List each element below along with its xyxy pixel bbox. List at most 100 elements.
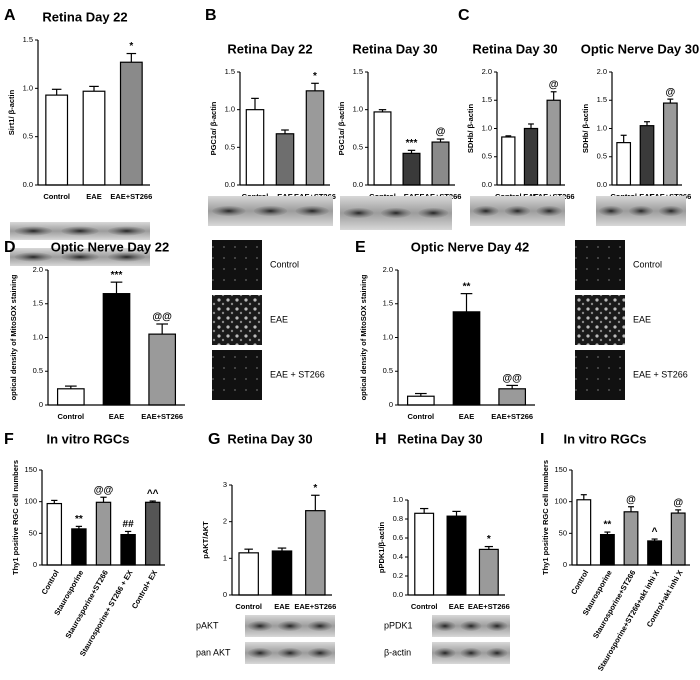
- y-axis-label: optical density of MitoSOX staining: [9, 274, 18, 400]
- y-tick-label: 0: [39, 400, 43, 409]
- blot-band: [278, 621, 302, 631]
- significance-label: **: [463, 281, 471, 292]
- x-tick-label: EAE: [109, 412, 124, 421]
- chart-title: In vitro RGCs: [563, 431, 646, 446]
- image-label: Control: [270, 259, 299, 269]
- y-tick-label: 0.0: [23, 180, 33, 189]
- y-tick-label: 0.5: [353, 142, 363, 151]
- significance-label: ***: [111, 270, 123, 281]
- y-tick-label: 1.0: [482, 123, 492, 132]
- bar: [120, 533, 136, 566]
- blot-band: [248, 648, 272, 658]
- blot-band: [14, 252, 53, 262]
- panel-letter: C: [458, 7, 470, 24]
- y-tick-label: 50: [559, 528, 567, 537]
- significance-label: **: [75, 514, 83, 525]
- y-tick-label: 3: [223, 480, 227, 489]
- bar: [82, 90, 106, 186]
- bar: [271, 550, 293, 596]
- x-tick-label: EAE+ST266: [491, 412, 533, 421]
- blot-band: [504, 206, 531, 216]
- y-tick-label: 0.5: [23, 132, 33, 141]
- bar: [148, 333, 177, 406]
- significance-label: ***: [406, 138, 418, 149]
- micrograph: [212, 240, 262, 290]
- y-axis-label: SDHb/ β-actin: [466, 104, 475, 154]
- y-tick-label: 2: [223, 517, 227, 526]
- bar: [102, 293, 131, 406]
- blot-band: [434, 621, 456, 631]
- bar: [238, 552, 259, 596]
- bar: [245, 109, 265, 186]
- chart-title: Retina Day 30: [352, 41, 437, 56]
- blot-band: [473, 206, 499, 216]
- significance-label: @@: [502, 373, 522, 384]
- significance-label: ^: [652, 527, 658, 538]
- significance-label: @: [549, 79, 559, 90]
- bar: [414, 512, 435, 596]
- y-tick-label: 0.0: [353, 180, 363, 189]
- blot-band: [14, 226, 53, 236]
- y-tick-label: 1.5: [33, 299, 43, 308]
- y-tick-label: 1: [223, 553, 227, 562]
- y-tick-label: 0.0: [482, 180, 492, 189]
- y-axis-label: PGC1α/ β-actin: [209, 101, 218, 155]
- y-tick-label: 1.0: [383, 332, 393, 341]
- chart-title: Retina Day 30: [227, 431, 312, 446]
- y-tick-label: 100: [554, 497, 567, 506]
- y-tick-label: 0.5: [225, 142, 235, 151]
- image-label: EAE: [633, 314, 651, 324]
- y-tick-label: 0: [223, 590, 227, 599]
- bar: [95, 501, 112, 566]
- y-axis-label: pPDK1/β-actin: [377, 521, 386, 573]
- bar: [431, 141, 450, 186]
- chart-title: Retina Day 22: [42, 9, 127, 24]
- blot-label: β-actin: [384, 647, 411, 657]
- blot-band: [278, 648, 302, 658]
- chart-title: Retina Day 22: [227, 41, 312, 56]
- image-label: Control: [633, 259, 662, 269]
- x-tick-label: EAE+ST266: [110, 192, 152, 201]
- x-tick-label: EAE+ST266: [468, 602, 510, 611]
- y-axis-label: SDHb/ β-actin: [581, 104, 590, 154]
- blot-band: [418, 208, 449, 218]
- bar: [56, 388, 85, 406]
- significance-label: *: [313, 483, 317, 494]
- image-label: EAE + ST266: [270, 369, 325, 379]
- blot-label: pPDK1: [384, 620, 413, 630]
- y-axis-label: Thy1 positive RGC cell numbers: [541, 460, 550, 575]
- y-tick-label: 1.5: [597, 95, 607, 104]
- significance-label: @: [665, 87, 675, 98]
- bar: [576, 499, 592, 566]
- blot-band: [434, 648, 456, 658]
- y-tick-label: 0: [563, 560, 567, 569]
- blot-band: [248, 621, 272, 631]
- x-tick-label: EAE: [449, 602, 464, 611]
- panel-letter: I: [540, 431, 544, 448]
- bar: [406, 395, 435, 406]
- bar: [523, 127, 539, 186]
- y-tick-label: 1.0: [597, 123, 607, 132]
- y-tick-label: 1.5: [482, 95, 492, 104]
- blot-label: pAKT: [196, 620, 219, 630]
- significance-label: *: [487, 534, 491, 545]
- bar: [305, 510, 326, 596]
- x-tick-label: Control+ EX: [130, 568, 159, 610]
- micrograph: [212, 295, 262, 345]
- y-axis-label: optical density of MitoSOX staining: [359, 274, 368, 400]
- blot-band: [599, 206, 623, 216]
- panel-letter: D: [4, 239, 16, 256]
- image-label: EAE: [270, 314, 288, 324]
- y-tick-label: 2.0: [597, 67, 607, 76]
- y-tick-label: 0.5: [383, 366, 393, 375]
- y-tick-label: 0.0: [393, 590, 403, 599]
- blot-band: [486, 621, 508, 631]
- bar: [46, 502, 63, 566]
- bar: [670, 512, 686, 566]
- x-tick-label: EAE: [274, 602, 289, 611]
- y-axis-label: Thy1 positive RGC cell numbers: [11, 460, 20, 575]
- x-tick-label: Control: [235, 602, 262, 611]
- bar: [478, 548, 499, 596]
- y-axis-label: pAKT/AKT: [201, 521, 210, 559]
